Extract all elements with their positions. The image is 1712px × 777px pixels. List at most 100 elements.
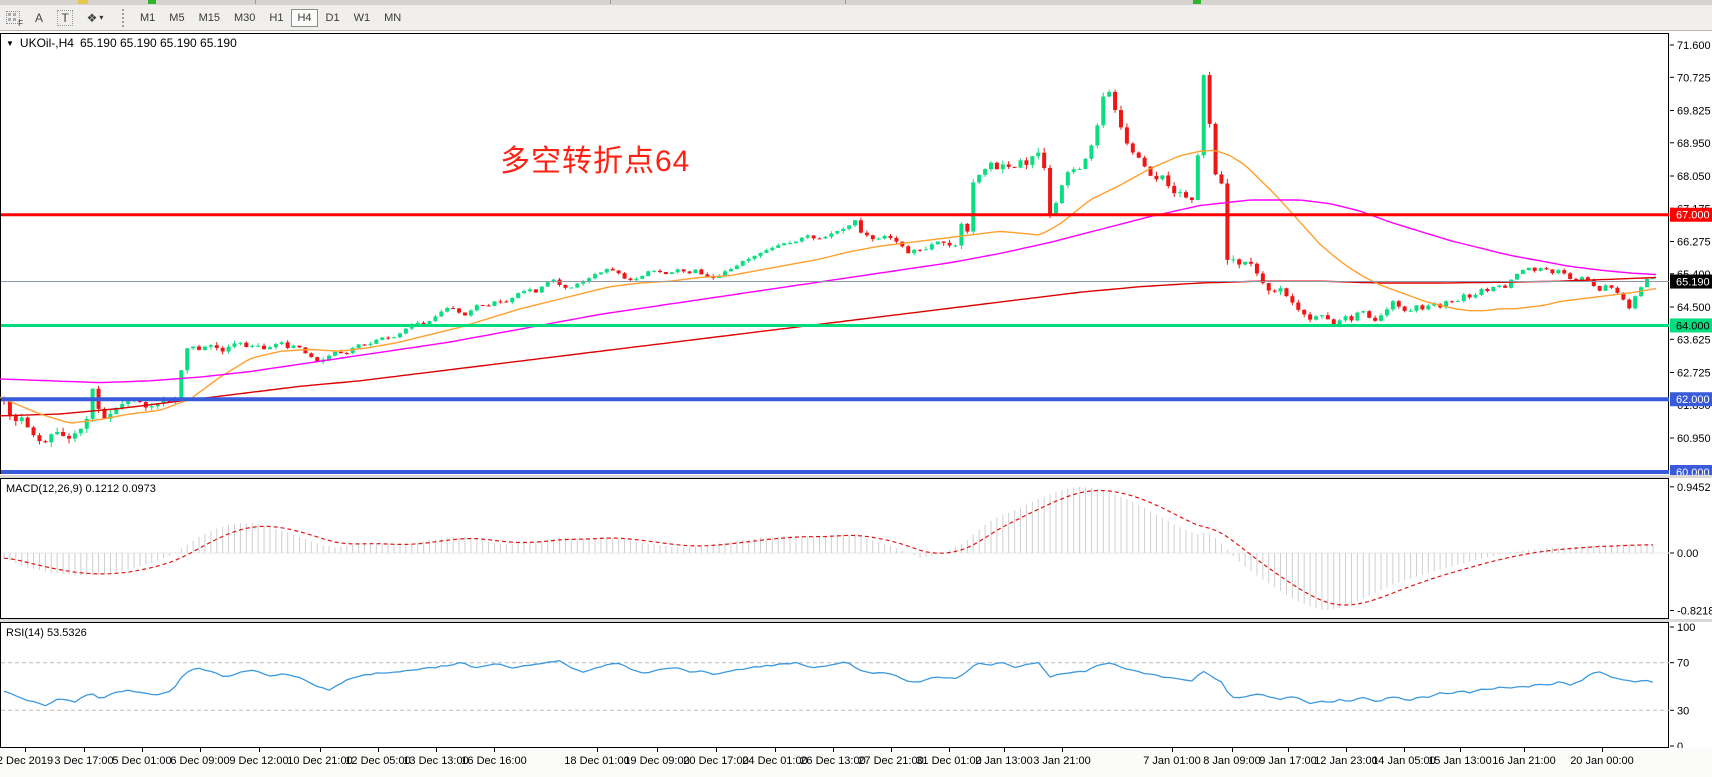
tf-button-d1[interactable]: D1 bbox=[325, 11, 340, 24]
toolbar-drag-handle[interactable] bbox=[122, 8, 127, 27]
rsi-panel[interactable]: 100 70 30 0 bbox=[0, 622, 1712, 748]
chart-title: ▼ UKOil-,H4 65.190 65.190 65.190 65.190 bbox=[6, 36, 237, 50]
time-tick bbox=[436, 748, 437, 752]
time-label: 20 Dec 17:00 bbox=[683, 755, 749, 767]
tf-button-h4[interactable]: H4 bbox=[291, 8, 318, 27]
shapes-icon: ❖ bbox=[86, 10, 98, 25]
time-tick bbox=[775, 748, 776, 752]
shapes-dropdown-button[interactable]: ❖ ▾ bbox=[79, 8, 111, 28]
time-label: 2 Dec 2019 bbox=[0, 755, 54, 767]
time-label: 12 Dec 05:00 bbox=[345, 755, 411, 767]
time-tick bbox=[320, 748, 321, 752]
time-label: 9 Jan 17:00 bbox=[1259, 755, 1317, 767]
svg-text:60.950: 60.950 bbox=[1677, 433, 1711, 445]
tf-button-h1[interactable]: H1 bbox=[269, 11, 284, 24]
chart-toolbar: F A T ❖ ▾ M1 M5 M15 M30 H1 H4 D1 W1 MN bbox=[0, 5, 1712, 31]
time-label: 15 Jan 13:00 bbox=[1428, 755, 1492, 767]
symbol-period-label: UKOil-,H4 bbox=[19, 36, 74, 50]
time-label: 8 Jan 09:00 bbox=[1203, 755, 1261, 767]
tf-button-m1[interactable]: M1 bbox=[140, 11, 156, 24]
time-tick bbox=[597, 748, 598, 752]
ma-orange-line bbox=[0, 149, 1657, 424]
chart-area: 71.60070.72569.82568.95068.05067.17566.2… bbox=[0, 31, 1712, 748]
svg-text:68.950: 68.950 bbox=[1677, 138, 1711, 150]
ma-magenta-line bbox=[0, 199, 1657, 384]
time-tick bbox=[1004, 748, 1005, 752]
time-label: 14 Jan 05:00 bbox=[1372, 755, 1436, 767]
letter-t-icon: T bbox=[57, 9, 73, 26]
letter-a-icon: A bbox=[34, 10, 43, 25]
tf-button-mn[interactable]: MN bbox=[384, 11, 402, 24]
time-label: 19 Dec 09:00 bbox=[624, 755, 690, 767]
svg-text:64.000: 64.000 bbox=[1676, 320, 1710, 332]
time-axis[interactable]: 2 Dec 2019 3 Dec 17:00 5 Dec 01:00 6 Dec 09… bbox=[0, 748, 1712, 777]
tf-button-m30[interactable]: M30 bbox=[233, 11, 256, 24]
time-label: 16 Jan 21:00 bbox=[1492, 755, 1556, 767]
timeframe-button-group: M1 M5 M15 M30 H1 H4 D1 W1 MN bbox=[133, 8, 408, 27]
panel-divider[interactable] bbox=[0, 475, 1712, 478]
svg-text:0: 0 bbox=[1677, 741, 1683, 748]
svg-text:64.500: 64.500 bbox=[1677, 302, 1711, 314]
time-tick bbox=[1346, 748, 1347, 752]
template-grid-button[interactable]: F bbox=[1, 8, 25, 28]
time-tick bbox=[891, 748, 892, 752]
svg-text:0.00: 0.00 bbox=[1677, 548, 1698, 560]
svg-text:65.190: 65.190 bbox=[1676, 277, 1710, 289]
chevron-down-icon: ▾ bbox=[99, 13, 104, 22]
main-chart[interactable]: 71.60070.72569.82568.95068.05067.17566.2… bbox=[0, 31, 1712, 475]
macd-svg[interactable]: 0.9452 0.00 -0.8218 bbox=[0, 478, 1712, 619]
svg-text:30: 30 bbox=[1677, 705, 1689, 717]
symbol-dropdown-icon[interactable]: ▼ bbox=[6, 38, 14, 48]
rsi-svg[interactable]: 100 70 30 0 bbox=[0, 622, 1712, 748]
svg-text:70.725: 70.725 bbox=[1677, 72, 1711, 84]
chart-annotation-text[interactable]: 多空转折点64 bbox=[500, 145, 691, 178]
text-label-button[interactable]: A bbox=[27, 8, 51, 28]
svg-text:100: 100 bbox=[1677, 622, 1695, 634]
time-label: 16 Dec 16:00 bbox=[461, 755, 527, 767]
time-tick bbox=[378, 748, 379, 752]
time-tick bbox=[949, 748, 950, 752]
time-tick bbox=[833, 748, 834, 752]
toolbar-sliver-icon bbox=[78, 0, 88, 4]
svg-text:60.000: 60.000 bbox=[1676, 467, 1710, 475]
macd-scale: 0.9452 0.00 -0.8218 bbox=[1670, 482, 1712, 618]
time-label: 7 Jan 01:00 bbox=[1143, 755, 1201, 767]
time-label: 26 Dec 13:00 bbox=[800, 755, 866, 767]
toolbar-sliver-icon bbox=[148, 0, 156, 4]
panel-divider[interactable] bbox=[0, 619, 1712, 622]
time-label: 20 Jan 00:00 bbox=[1570, 755, 1634, 767]
main-chart-svg[interactable]: 71.60070.72569.82568.95068.05067.17566.2… bbox=[0, 31, 1712, 475]
svg-text:67.000: 67.000 bbox=[1676, 210, 1710, 222]
text-tool-button[interactable]: T bbox=[53, 8, 77, 28]
tf-button-m5[interactable]: M5 bbox=[169, 11, 185, 24]
time-tick bbox=[1232, 748, 1233, 752]
time-tick bbox=[1460, 748, 1461, 752]
macd-label: MACD(12,26,9) 0.1212 0.0973 bbox=[6, 483, 156, 495]
time-tick bbox=[494, 748, 495, 752]
plot-border bbox=[0, 33, 1669, 474]
time-label: 31 Dec 01:00 bbox=[916, 755, 982, 767]
time-tick bbox=[259, 748, 260, 752]
svg-text:71.600: 71.600 bbox=[1677, 40, 1711, 52]
time-label: 2 Jan 13:00 bbox=[975, 755, 1033, 767]
grid-f-icon: F bbox=[6, 11, 23, 28]
time-label: 12 Jan 23:00 bbox=[1314, 755, 1378, 767]
time-tick bbox=[142, 748, 143, 752]
tf-button-w1[interactable]: W1 bbox=[353, 11, 371, 24]
time-label: 10 Dec 21:00 bbox=[287, 755, 353, 767]
rsi-label: RSI(14) 53.5326 bbox=[6, 627, 87, 639]
time-label: 27 Dec 21:00 bbox=[858, 755, 924, 767]
macd-histogram bbox=[3, 487, 1654, 610]
svg-text:62.725: 62.725 bbox=[1677, 367, 1711, 379]
time-tick bbox=[716, 748, 717, 752]
time-tick bbox=[657, 748, 658, 752]
time-label: 3 Jan 21:00 bbox=[1033, 755, 1091, 767]
price-axis[interactable]: 71.60070.72569.82568.95068.05067.17566.2… bbox=[1670, 40, 1712, 475]
time-label: 5 Dec 01:00 bbox=[112, 755, 172, 767]
time-tick bbox=[200, 748, 201, 752]
time-tick bbox=[1062, 748, 1063, 752]
time-label: 9 Dec 12:00 bbox=[229, 755, 289, 767]
macd-panel[interactable]: 0.9452 0.00 -0.8218 bbox=[0, 478, 1712, 619]
tf-button-m15[interactable]: M15 bbox=[198, 11, 220, 24]
time-tick bbox=[1288, 748, 1289, 752]
